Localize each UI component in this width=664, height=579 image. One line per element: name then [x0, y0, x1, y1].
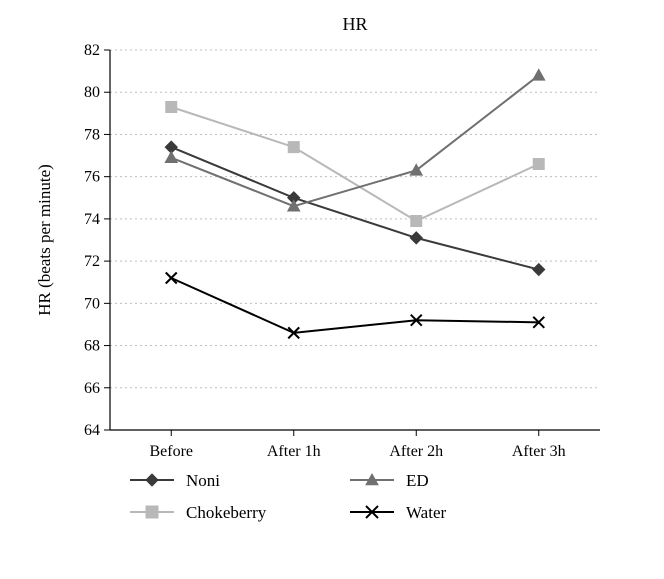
svg-text:68: 68	[84, 338, 100, 355]
svg-text:Noni: Noni	[186, 471, 220, 490]
svg-text:Water: Water	[406, 503, 446, 522]
svg-text:82: 82	[84, 42, 100, 59]
svg-text:74: 74	[84, 211, 100, 228]
svg-text:ED: ED	[406, 471, 429, 490]
svg-text:64: 64	[84, 422, 100, 439]
svg-text:78: 78	[84, 126, 100, 143]
svg-text:66: 66	[84, 380, 100, 397]
svg-text:80: 80	[84, 84, 100, 101]
svg-text:HR: HR	[342, 14, 367, 34]
chart-svg: 64 66 68 70 72 74 76 78 80 82 Before After 1h After …	[0, 0, 664, 579]
svg-text:Before: Before	[149, 443, 193, 460]
svg-text:After 1h: After 1h	[267, 443, 321, 460]
svg-text:After 2h: After 2h	[389, 443, 443, 460]
svg-text:76: 76	[84, 169, 100, 186]
svg-text:Chokeberry: Chokeberry	[186, 503, 267, 522]
svg-text:After 3h: After 3h	[512, 443, 566, 460]
svg-text:HR (beats per minute): HR (beats per minute)	[35, 164, 54, 316]
svg-text:72: 72	[84, 253, 100, 270]
svg-text:70: 70	[84, 295, 100, 312]
hr-line-chart: 64 66 68 70 72 74 76 78 80 82 Before After 1h After …	[0, 0, 664, 579]
